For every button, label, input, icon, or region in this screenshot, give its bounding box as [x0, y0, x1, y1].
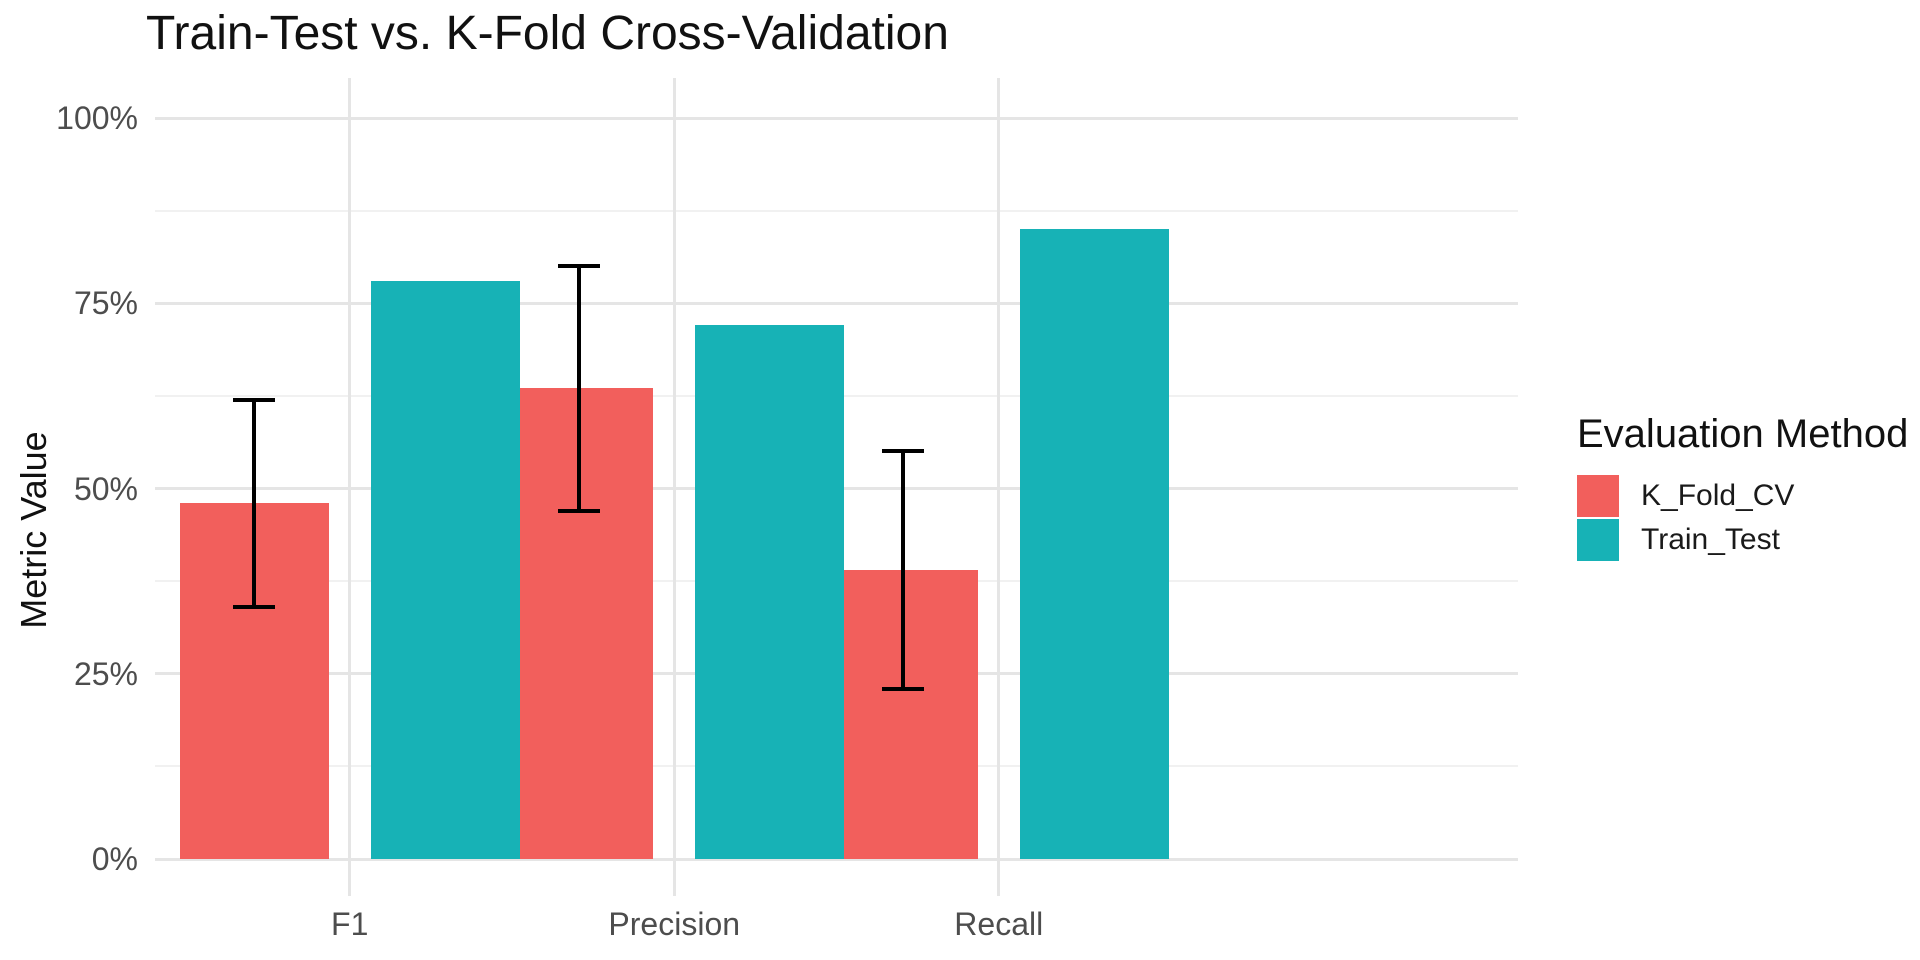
x-tick-label: Recall — [954, 906, 1044, 942]
x-tick-label: Precision — [608, 906, 741, 942]
error-bar-line-precision — [576, 266, 581, 511]
gridline-major-horizontal — [155, 116, 1518, 120]
legend-item: K_Fold_CV — [1577, 475, 1908, 517]
legend-label: K_Fold_CV — [1641, 479, 1795, 512]
error-bar-cap-bottom-f1 — [233, 605, 276, 610]
y-tick-label: 75% — [73, 285, 138, 322]
chart-title: Train-Test vs. K-Fold Cross-Validation — [146, 7, 949, 60]
legend: Evaluation Method K_Fold_CV Train_Test — [1577, 412, 1908, 563]
y-tick-label: 0% — [91, 841, 138, 877]
bar-train_test-precision — [695, 325, 845, 859]
y-tick-label: 50% — [73, 470, 138, 507]
error-bar-cap-bottom-recall — [882, 686, 925, 691]
error-bar-cap-bottom-precision — [557, 508, 600, 513]
x-tick-label: F1 — [331, 906, 369, 942]
gridline-major-vertical — [997, 78, 1001, 896]
error-bar-line-f1 — [252, 399, 257, 608]
legend-swatch-train-test — [1577, 519, 1619, 561]
error-bar-cap-top-f1 — [233, 397, 276, 402]
legend-item: Train_Test — [1577, 519, 1908, 561]
bar-train_test-recall — [1019, 229, 1169, 859]
y-tick-label: 100% — [56, 100, 138, 136]
legend-swatch-k-fold-cv — [1577, 475, 1619, 517]
gridline-major-vertical — [672, 78, 676, 896]
y-tick-label: 25% — [73, 655, 138, 692]
gridline-major-horizontal — [155, 301, 1518, 305]
legend-label: Train_Test — [1641, 523, 1780, 556]
bar-train_test-f1 — [370, 281, 520, 859]
error-bar-cap-top-precision — [557, 264, 600, 269]
legend-title: Evaluation Method — [1577, 412, 1909, 456]
plot-panel — [155, 78, 1518, 896]
gridline-major-horizontal — [155, 857, 1518, 861]
error-bar-line-recall — [901, 451, 906, 689]
gridline-minor-horizontal — [155, 209, 1518, 212]
error-bar-cap-top-recall — [882, 449, 925, 454]
gridline-major-vertical — [348, 78, 352, 896]
y-axis-title: Metric Value — [13, 431, 54, 629]
